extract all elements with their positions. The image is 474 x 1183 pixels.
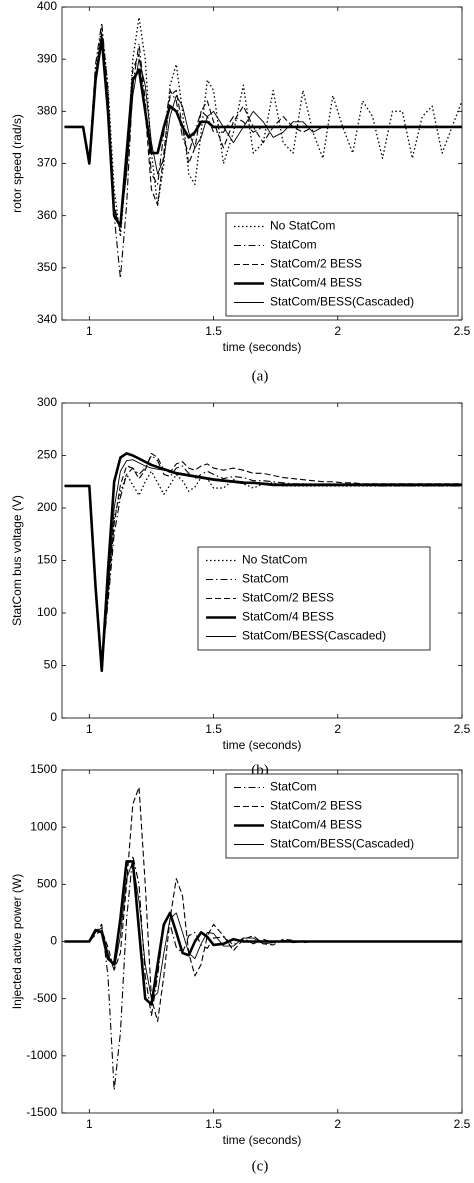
y-tick-label: 400 (37, 0, 57, 13)
y-tick-label: 250 (37, 448, 57, 462)
y-tick-label: -500 (33, 991, 57, 1005)
series-line (64, 459, 462, 669)
subplot: -1500 -1000 -500 0 500 1000 1500 1 1.5 2 2.5 time (… (10, 762, 470, 1174)
x-tick-label: 2 (334, 324, 341, 338)
y-tick-label: 300 (37, 395, 57, 409)
subplot: 340 350 360 370 380 390 400 1 1.5 2 2.5 time (secon… (10, 0, 470, 384)
legend-label: No StatCom (270, 219, 335, 233)
y-tick-label: -1500 (26, 1105, 57, 1119)
x-tick-label: 1.5 (205, 324, 222, 338)
caption: (c) (252, 1158, 269, 1174)
y-tick-label: 500 (37, 877, 57, 891)
y-tick-label: 340 (37, 312, 57, 326)
legend: No StatCom StatCom StatCom/2 BESS StatCom/4… (225, 212, 459, 317)
legend-label: StatCom/4 BESS (270, 818, 362, 832)
legend-box (197, 546, 431, 651)
legend-label: StatCom (270, 780, 317, 794)
legend-label: StatCom/4 BESS (242, 610, 334, 624)
x-axis-label: time (seconds) (223, 1133, 302, 1147)
x-tick-label: 1 (86, 722, 93, 736)
x-tick-label: 2.5 (454, 1117, 471, 1131)
y-tick-label: 0 (50, 710, 57, 724)
series-line (64, 32, 462, 227)
subplot: 0 50 100 150 200 250 300 1 1.5 2 2.5 time (seconds)… (10, 395, 470, 778)
x-tick-label: 2.5 (454, 722, 471, 736)
legend-label: StatCom/2 BESS (270, 799, 362, 813)
y-tick-label: 370 (37, 156, 57, 170)
legend-label: StatCom/BESS(Cascaded) (242, 629, 386, 643)
legend-label: StatCom/BESS(Cascaded) (270, 837, 414, 851)
y-tick-label: 100 (37, 605, 57, 619)
series-line (64, 42, 462, 232)
y-tick-label: 1500 (30, 762, 57, 776)
x-tick-label: 2 (334, 722, 341, 736)
plot-area (64, 16, 462, 279)
y-tick-label: 380 (37, 104, 57, 118)
x-tick-label: 2 (334, 1117, 341, 1131)
legend-label: StatCom/2 BESS (242, 591, 334, 605)
y-axis-label: StatCom bus voltage (V) (10, 495, 24, 626)
y-tick-label: -1000 (26, 1048, 57, 1062)
series-line (64, 452, 462, 673)
plot-area (64, 786, 462, 1091)
x-tick-label: 1 (86, 324, 93, 338)
legend: No StatCom StatCom StatCom/2 BESS StatCom/4… (197, 546, 431, 651)
x-tick-label: 1.5 (205, 722, 222, 736)
x-axis-label: time (seconds) (223, 340, 302, 354)
legend-label: StatCom (242, 572, 289, 586)
y-axis-label: Injected active power (W) (10, 874, 24, 1009)
y-tick-label: 200 (37, 500, 57, 514)
legend-label: StatCom/4 BESS (270, 276, 362, 290)
series-line (64, 861, 462, 1000)
caption: (a) (252, 368, 269, 384)
y-tick-label: 390 (37, 51, 57, 65)
y-tick-label: 150 (37, 553, 57, 567)
y-tick-label: 360 (37, 208, 57, 222)
series-line (64, 860, 462, 1006)
x-axis-label: time (seconds) (223, 738, 302, 752)
y-tick-label: 50 (44, 658, 58, 672)
legend-label: StatCom (270, 238, 317, 252)
legend-label: No StatCom (242, 553, 307, 567)
x-tick-label: 2.5 (454, 324, 471, 338)
y-axis-label: rotor speed (rad/s) (10, 114, 24, 213)
y-tick-label: 1000 (30, 819, 57, 833)
plot-area (64, 452, 462, 673)
legend: StatCom StatCom/2 BESS StatCom/4 BESS StatC… (225, 773, 459, 859)
legend-box (225, 773, 459, 859)
y-tick-label: 0 (50, 934, 57, 948)
legend-label: StatCom/2 BESS (270, 257, 362, 271)
legend-label: StatCom/BESS(Cascaded) (270, 295, 414, 309)
y-tick-label: 350 (37, 260, 57, 274)
x-tick-label: 1 (86, 1117, 93, 1131)
legend-box (225, 212, 459, 317)
x-tick-label: 1.5 (205, 1117, 222, 1131)
